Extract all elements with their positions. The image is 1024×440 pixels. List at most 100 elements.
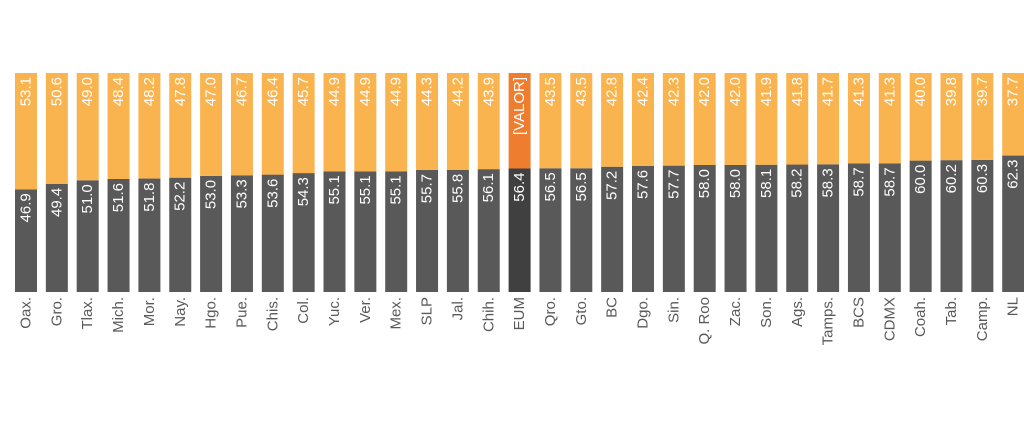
bar-segment-s1-20 <box>632 165 654 292</box>
bar-segment-s2-17 <box>539 73 562 169</box>
tick-label-15: Chih. <box>480 297 497 332</box>
tick-label-7: Pue. <box>233 297 250 328</box>
data-label-s1-26: 58.3 <box>820 168 837 197</box>
tick-label-6: Hgo. <box>203 297 220 329</box>
data-label-s2-32: 37.7 <box>1005 77 1022 106</box>
bar-segment-s2-8 <box>261 73 284 175</box>
data-label-s2-26: 41.7 <box>820 77 837 106</box>
bar-segment-s1-24 <box>755 164 778 292</box>
data-label-s1-27: 58.7 <box>850 167 867 196</box>
bar-segment-s1-27 <box>847 163 870 292</box>
data-label-s2-8: 46.4 <box>264 77 281 106</box>
data-label-s1-22: 58.0 <box>696 169 713 198</box>
bar-segment-s1-6 <box>200 175 223 292</box>
tick-label-13: SLP <box>419 297 436 325</box>
tick-label-31: Camp. <box>974 297 991 341</box>
bar-segment-s2-14 <box>446 73 469 170</box>
tick-label-22: Q. Roo <box>696 297 713 345</box>
bar-segment-s2-20 <box>632 73 654 166</box>
data-label-s2-12: 44.9 <box>388 77 405 106</box>
bar-segment-s2-26 <box>817 73 840 165</box>
bar-segment-s2-22 <box>693 73 716 165</box>
bar-segment-s2-11 <box>354 73 377 172</box>
tick-label-12: Mex. <box>388 297 405 330</box>
tick-label-24: Son. <box>758 297 775 328</box>
bar-segment-s2-12 <box>385 73 408 172</box>
data-label-s1-30: 60.2 <box>943 164 960 193</box>
data-label-s2-0: 53.1 <box>18 77 35 106</box>
data-label-s2-27: 41.3 <box>850 77 867 106</box>
bar-segment-s1-30 <box>940 160 963 292</box>
bar-segment-s2-2 <box>76 73 99 181</box>
data-label-s2-22: 42.0 <box>696 77 713 106</box>
bar-segment-s2-0 <box>15 73 37 190</box>
bar-segment-s2-1 <box>45 73 68 184</box>
bar-segment-s1-2 <box>76 180 99 292</box>
bar-segment-s2-25 <box>786 73 809 165</box>
data-label-s1-29: 60.0 <box>912 165 929 194</box>
data-label-s1-0: 46.9 <box>18 193 35 222</box>
bar-segment-s2-10 <box>323 73 346 172</box>
bar-segment-s1-15 <box>477 169 500 292</box>
bar-segment-s1-9 <box>292 173 315 292</box>
tick-label-16: EUM <box>511 297 528 330</box>
tick-label-19: BC <box>604 297 621 318</box>
tick-label-5: Nay. <box>172 297 189 327</box>
data-label-s2-21: 42.3 <box>665 77 682 106</box>
data-label-s2-31: 39.7 <box>974 77 991 106</box>
tick-label-17: Qro. <box>542 297 559 326</box>
data-label-s2-6: 47.0 <box>203 77 220 106</box>
bar-segment-s2-30 <box>940 73 963 161</box>
tick-label-23: Zac. <box>727 297 744 326</box>
tick-label-32: NL <box>1005 297 1022 316</box>
tick-label-27: BCS <box>850 297 867 328</box>
bar-segment-s1-8 <box>261 174 284 292</box>
data-label-s2-5: 47.8 <box>172 77 189 106</box>
bar-segment-s1-28 <box>878 163 901 292</box>
bar-segment-s2-9 <box>292 73 315 174</box>
data-label-s1-11: 55.1 <box>357 175 374 204</box>
bar-segment-s2-13 <box>416 73 439 171</box>
data-label-s2-2: 49.0 <box>79 77 96 106</box>
data-label-s2-28: 41.3 <box>881 77 898 106</box>
tick-label-20: Dgo. <box>635 297 652 329</box>
bar-segment-s1-26 <box>817 164 840 292</box>
bar-segment-s1-22 <box>693 164 716 292</box>
bar-segment-s2-5 <box>169 73 192 178</box>
data-label-s1-2: 51.0 <box>79 184 96 213</box>
data-label-s1-14: 55.8 <box>449 174 466 203</box>
bar-segment-s1-10 <box>323 171 346 292</box>
tick-label-14: Jal. <box>449 297 466 320</box>
bar-segment-s1-31 <box>971 159 994 292</box>
data-label-s2-1: 50.6 <box>48 77 65 106</box>
data-label-s2-14: 44.2 <box>449 77 466 106</box>
data-label-s1-8: 53.6 <box>264 179 281 208</box>
data-label-s2-16: [VALOR] <box>511 77 528 135</box>
data-label-s2-13: 44.3 <box>419 77 436 106</box>
tick-label-28: CDMX <box>881 297 898 341</box>
data-label-s1-25: 58.2 <box>789 169 806 198</box>
data-label-s2-3: 48.4 <box>110 77 127 106</box>
data-label-s1-9: 54.3 <box>295 177 312 206</box>
data-label-s2-19: 42.8 <box>604 77 621 106</box>
bar-segment-s1-18 <box>570 168 593 292</box>
data-label-s1-10: 55.1 <box>326 175 343 204</box>
data-label-s2-10: 44.9 <box>326 77 343 106</box>
data-label-s2-11: 44.9 <box>357 77 374 106</box>
tick-label-26: Tamps. <box>820 297 837 345</box>
data-label-s2-18: 43.5 <box>573 77 590 106</box>
bar-segment-s1-29 <box>909 160 932 292</box>
bar-segment-s1-32 <box>1002 155 1024 292</box>
bar-segment-s2-32 <box>1002 73 1024 156</box>
bar-segment-s2-24 <box>755 73 778 165</box>
tick-label-4: Mor. <box>141 297 158 326</box>
data-label-s1-24: 58.1 <box>758 169 775 198</box>
tick-label-21: Sin. <box>665 297 682 323</box>
data-label-s1-18: 56.5 <box>573 172 590 201</box>
data-label-s1-13: 55.7 <box>419 174 436 203</box>
data-label-s1-21: 57.7 <box>665 170 682 199</box>
data-label-s1-28: 58.7 <box>881 167 898 196</box>
bar-segment-s1-7 <box>230 175 253 292</box>
bar-segment-s1-14 <box>446 169 469 292</box>
